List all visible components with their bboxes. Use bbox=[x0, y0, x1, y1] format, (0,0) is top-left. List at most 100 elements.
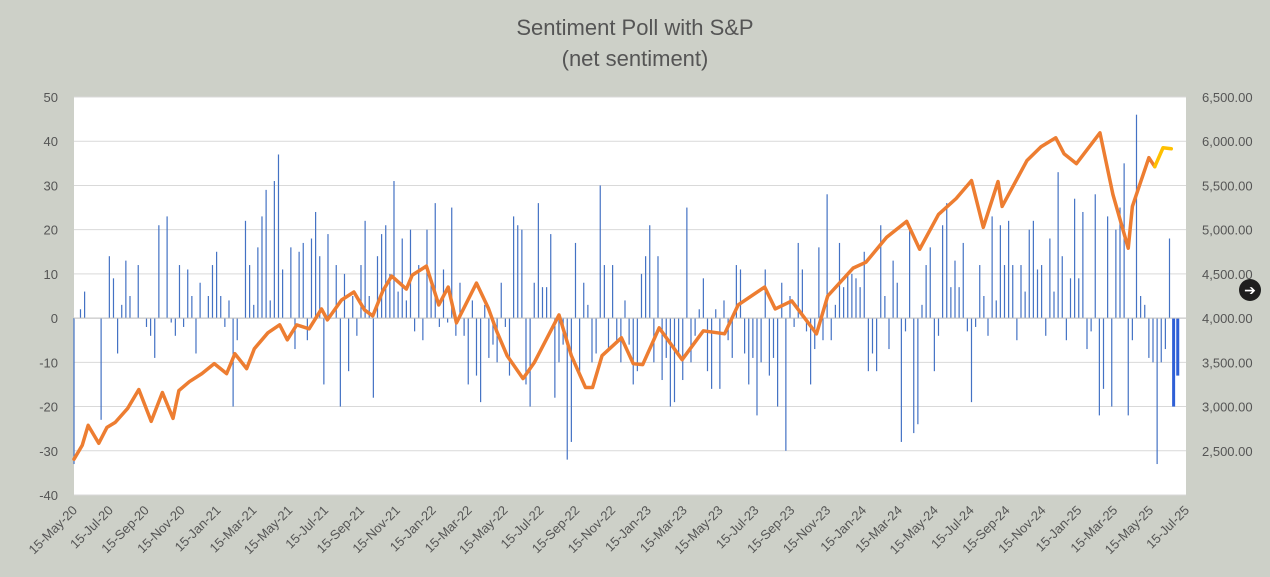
sentiment-bar bbox=[364, 220, 366, 319]
sentiment-bar bbox=[315, 211, 317, 319]
sentiment-bar bbox=[430, 278, 432, 319]
sentiment-bar bbox=[187, 269, 189, 319]
sentiment-bar bbox=[220, 296, 222, 319]
sentiment-bar bbox=[257, 247, 259, 319]
sentiment-bar bbox=[603, 265, 605, 319]
sentiment-bar bbox=[1107, 216, 1109, 319]
sentiment-bar bbox=[632, 318, 634, 385]
sentiment-bar bbox=[616, 318, 618, 341]
sentiment-bar bbox=[958, 287, 960, 319]
sentiment-bar bbox=[1102, 318, 1105, 389]
sentiment-bar bbox=[438, 318, 440, 327]
sentiment-bar bbox=[541, 287, 544, 319]
sentiment-bar bbox=[447, 318, 449, 323]
sentiment-bar bbox=[686, 207, 688, 319]
right-axis-tick-label: 2,500.00 bbox=[1202, 444, 1253, 459]
sentiment-bar bbox=[942, 225, 944, 319]
left-axis-tick-label: -30 bbox=[39, 444, 58, 459]
sentiment-bar bbox=[207, 296, 209, 319]
sentiment-bar bbox=[962, 242, 964, 319]
sentiment-bar bbox=[261, 216, 263, 319]
sentiment-bar bbox=[376, 256, 379, 319]
sentiment-bar bbox=[970, 318, 973, 403]
sentiment-bar bbox=[475, 318, 478, 376]
sentiment-bar bbox=[319, 256, 321, 319]
sentiment-bar bbox=[929, 247, 931, 319]
sentiment-bar bbox=[1148, 318, 1150, 358]
sentiment-bar bbox=[797, 242, 799, 319]
sentiment-bar bbox=[1024, 291, 1026, 319]
sentiment-bar bbox=[673, 318, 676, 403]
sentiment-bar bbox=[174, 318, 176, 336]
sentiment-bar bbox=[1086, 318, 1088, 350]
sentiment-bar bbox=[690, 318, 692, 363]
sentiment-bar bbox=[744, 318, 746, 354]
sentiment-bar bbox=[1156, 318, 1158, 465]
sentiment-bar bbox=[199, 282, 201, 319]
sentiment-bar bbox=[1041, 265, 1043, 319]
sentiment-bar bbox=[607, 318, 610, 350]
sentiment-bar bbox=[277, 154, 280, 319]
sentiment-bar bbox=[1074, 198, 1076, 319]
sentiment-bar bbox=[669, 318, 671, 407]
sentiment-bar bbox=[269, 300, 271, 319]
sentiment-bar bbox=[999, 225, 1001, 319]
left-axis-tick-label: 10 bbox=[44, 267, 58, 282]
sentiment-bar bbox=[1123, 163, 1125, 319]
sentiment-bar bbox=[290, 247, 292, 319]
sentiment-bar bbox=[100, 318, 102, 420]
sentiment-bar bbox=[1160, 318, 1162, 363]
sentiment-bar bbox=[1176, 318, 1180, 376]
sentiment-bar bbox=[1061, 256, 1063, 319]
sentiment-bar bbox=[112, 278, 115, 319]
sentiment-bar bbox=[921, 304, 923, 319]
sentiment-bar bbox=[310, 238, 313, 319]
sentiment-bar bbox=[393, 181, 395, 319]
sentiment-bar bbox=[896, 282, 898, 319]
sentiment-bar bbox=[624, 300, 626, 319]
sentiment-bar bbox=[583, 282, 585, 319]
sentiment-bar bbox=[1164, 318, 1166, 350]
sentiment-bar bbox=[1053, 291, 1055, 319]
sentiment-bar bbox=[987, 318, 989, 336]
sentiment-bar bbox=[492, 318, 494, 345]
sentiment-bar bbox=[273, 181, 275, 319]
sentiment-bar bbox=[1057, 172, 1059, 319]
sentiment-bar bbox=[1012, 265, 1014, 319]
sentiment-bar bbox=[764, 269, 766, 319]
sentiment-bar bbox=[909, 229, 911, 319]
sentiment-bar bbox=[414, 318, 416, 332]
arrow-right-icon[interactable]: ➔ bbox=[1239, 279, 1261, 301]
sentiment-bar bbox=[1168, 238, 1171, 319]
sentiment-bar bbox=[706, 318, 709, 372]
sentiment-bar bbox=[537, 203, 539, 319]
sentiment-bar bbox=[843, 287, 845, 319]
sentiment-bar bbox=[995, 300, 997, 319]
sentiment-bar bbox=[1172, 318, 1176, 407]
sentiment-bar bbox=[876, 318, 878, 372]
left-axis-tick-label: 0 bbox=[51, 311, 58, 326]
sentiment-bar bbox=[954, 260, 956, 319]
sentiment-bar bbox=[900, 318, 902, 442]
sentiment-bar bbox=[484, 304, 486, 319]
sentiment-bar bbox=[550, 234, 552, 319]
sentiment-bar bbox=[249, 265, 251, 319]
sp500-line-latest bbox=[1153, 145, 1174, 169]
sentiment-bar bbox=[1032, 220, 1034, 319]
sentiment-bar bbox=[348, 318, 350, 372]
right-axis-tick-label: 6,000.00 bbox=[1202, 134, 1253, 149]
sentiment-bar bbox=[979, 265, 981, 319]
sentiment-bar bbox=[871, 318, 874, 354]
sentiment-bar bbox=[711, 318, 713, 389]
sentiment-bar bbox=[339, 318, 341, 407]
sentiment-bar bbox=[1135, 114, 1138, 319]
sentiment-bar bbox=[211, 265, 214, 319]
left-axis-tick-label: -20 bbox=[39, 400, 58, 415]
sentiment-bar bbox=[327, 234, 329, 319]
sentiment-bar bbox=[108, 256, 110, 319]
sentiment-bar bbox=[298, 251, 300, 319]
right-axis-tick-label: 6,500.00 bbox=[1202, 90, 1253, 105]
sentiment-bar bbox=[1049, 238, 1051, 319]
